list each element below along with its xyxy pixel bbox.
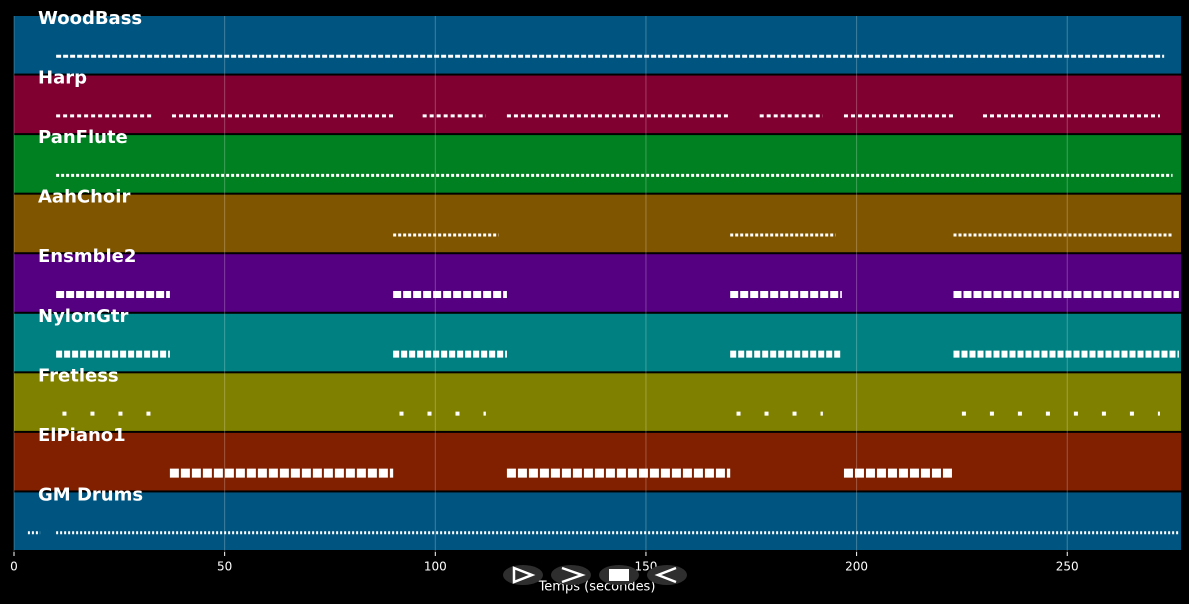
stop-button[interactable]: [599, 565, 639, 585]
next-button[interactable]: [551, 565, 591, 585]
track-row: [14, 135, 1181, 193]
track-row: [14, 432, 1181, 491]
track-label: Ensmble2: [38, 246, 136, 267]
track-row: [14, 313, 1181, 372]
track-row: [14, 194, 1181, 253]
x-tick-label: 200: [845, 560, 868, 574]
previous-button[interactable]: [647, 565, 687, 585]
track-row: [14, 373, 1181, 431]
track-row: [14, 254, 1181, 312]
x-tick-label: 250: [1056, 560, 1079, 574]
track-label: NylonGtr: [38, 306, 129, 327]
track-label: GM Drums: [38, 484, 143, 505]
track-row: [14, 75, 1181, 134]
playback-controls: [503, 565, 687, 585]
x-tick-label: 0: [10, 560, 18, 574]
track-row: [14, 16, 1181, 74]
track-label: AahChoir: [38, 187, 130, 208]
track-label: ElPiano1: [38, 425, 126, 446]
track-label: WoodBass: [38, 8, 142, 29]
play-button[interactable]: [503, 565, 543, 585]
plot-area: 0 50 100 150 200 250WoodBassHarpPanFluteAahCh…: [10, 8, 1181, 574]
track-label: PanFlute: [38, 127, 128, 148]
track-label: Fretless: [38, 365, 119, 386]
x-tick-label: 100: [424, 560, 447, 574]
track-row: [14, 492, 1181, 550]
track-label: Harp: [38, 68, 87, 89]
x-axis-label: Temps (secondes): [538, 580, 656, 595]
x-tick-label: 50: [217, 560, 232, 574]
